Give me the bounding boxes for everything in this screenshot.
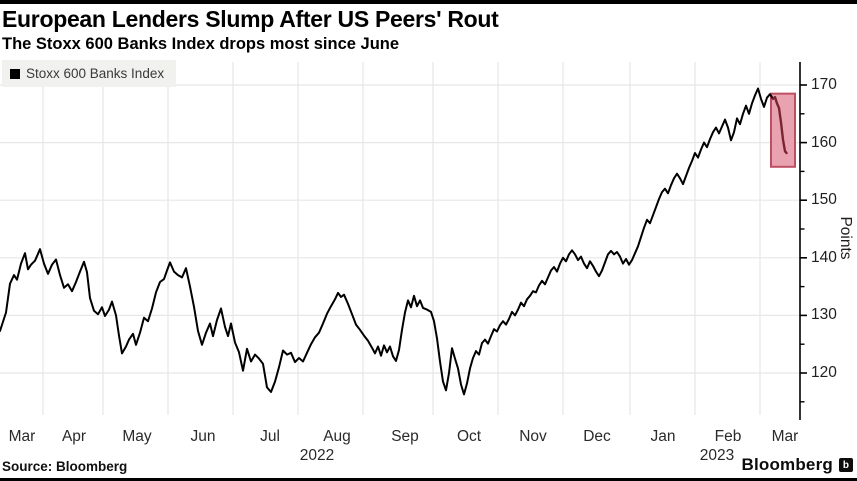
x-tick-label: Sep [391, 428, 419, 445]
x-axis-year-label: 2022 [299, 447, 335, 464]
price-line-chart [0, 62, 807, 420]
bloomberg-mark-icon: b [839, 458, 853, 472]
legend-series-swatch-icon [10, 68, 20, 79]
x-tick-label: Dec [583, 428, 611, 445]
x-tick-label: Nov [519, 428, 547, 445]
x-tick-label: Feb [714, 428, 742, 445]
x-tick-label: Apr [61, 428, 87, 445]
legend: Stoxx 600 Banks Index [2, 60, 177, 87]
top-rule [0, 0, 857, 4]
x-tick-label: Mar [8, 428, 36, 445]
legend-series-label: Stoxx 600 Banks Index [26, 66, 165, 81]
y-tick-label: 160 [811, 133, 837, 151]
x-tick-label: Oct [456, 428, 482, 445]
source-note: Source: Bloomberg [2, 459, 128, 474]
chart-title: European Lenders Slump After US Peers' R… [2, 6, 499, 32]
x-tick-label: Jul [260, 428, 280, 445]
index-line [0, 87, 774, 396]
x-tick-label: Mar [771, 428, 799, 445]
x-tick-label: May [122, 428, 152, 445]
bottom-rule [0, 478, 857, 481]
y-tick-label: 120 [811, 364, 837, 381]
x-tick-label: Jan [650, 428, 676, 445]
index-line-slump-segment [771, 95, 788, 155]
y-axis-title: Points [837, 216, 854, 260]
x-tick-label: Aug [323, 428, 351, 445]
x-axis-year-label: 2023 [699, 447, 735, 464]
y-tick-label: 130 [811, 306, 837, 324]
brand-logo: Bloomberg b [741, 455, 853, 475]
y-tick-label: 150 [811, 191, 837, 209]
y-tick-label: 170 [811, 76, 837, 93]
y-tick-label: 140 [811, 248, 837, 266]
x-tick-label: Jun [190, 428, 216, 445]
brand-logo-text: Bloomberg [741, 455, 833, 474]
chart-subtitle: The Stoxx 600 Banks Index drops most sin… [2, 35, 400, 53]
